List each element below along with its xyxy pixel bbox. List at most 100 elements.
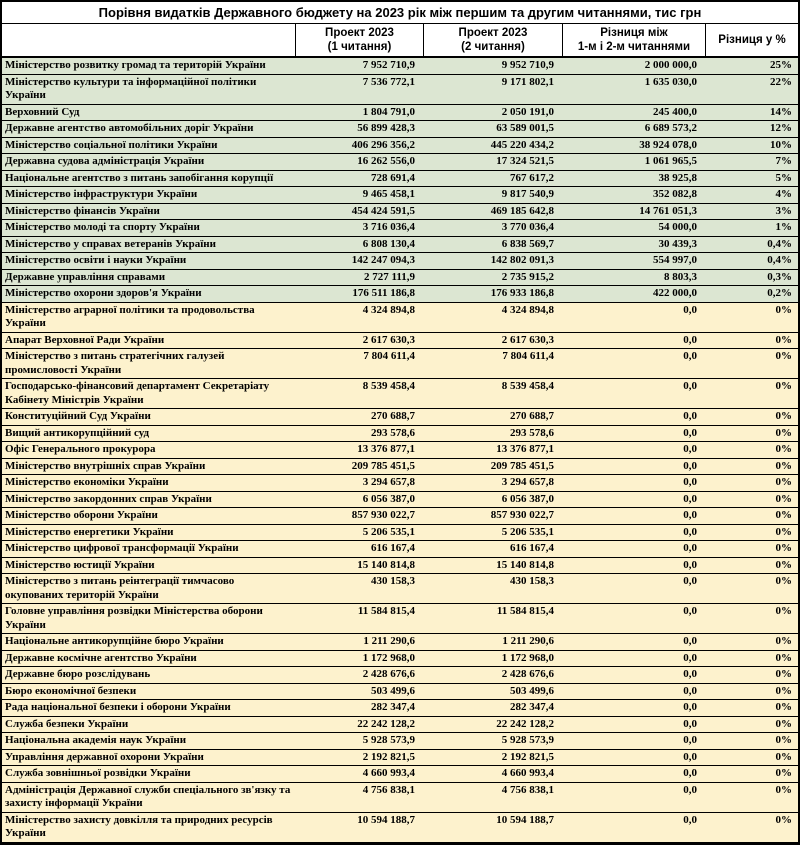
reading2-value-cell: 22 242 128,2 [496, 717, 554, 730]
ministry-name-cell: Міністерство освіти і науки України [5, 254, 187, 266]
table-row: Міністерство інфраструктури України 9 465… [2, 187, 798, 204]
reading1-value-cell: 2 428 676,6 [362, 668, 415, 680]
difference-value-cell: 0,0 [683, 492, 697, 505]
reading1-value-cell: 616 167,4 [371, 542, 415, 554]
table-row: Міністерство закордонних справ України 6 … [2, 491, 798, 508]
percent-value-cell: 0% [775, 717, 793, 730]
table-row: Національне агентство з питань запобіган… [2, 170, 798, 187]
difference-value-cell: 245 400,0 [653, 105, 697, 118]
reading1-value-cell: 22 242 128,2 [357, 717, 415, 730]
percent-value-cell: 14% [770, 105, 792, 118]
percent-value-cell: 1% [775, 221, 793, 233]
table-row: Міністерство з питань стратегічних галуз… [2, 349, 798, 379]
percent-value-cell: 0% [775, 459, 793, 472]
reading2-value-cell: 10 594 188,7 [496, 813, 554, 826]
reading2-value-cell: 4 660 993,4 [501, 767, 554, 779]
reading2-value-cell: 616 167,4 [510, 542, 554, 554]
percent-value-cell: 0% [775, 813, 793, 826]
reading1-value-cell: 7 952 710,9 [362, 59, 415, 71]
reading1-value-cell: 2 727 111,9 [363, 270, 415, 283]
table-row: Національне антикорупційне бюро України 1… [2, 634, 798, 651]
percent-value-cell: 0% [775, 734, 793, 746]
percent-value-cell: 0% [775, 426, 793, 439]
difference-value-cell: 0,0 [683, 443, 697, 455]
reading2-value-cell: 293 578,6 [510, 426, 554, 439]
table-row: Вищий антикорупційний суд 293 578,6 293 57… [2, 425, 798, 442]
table-header: Проект 2023 (1 читання) Проект 2023 (2 ч… [2, 24, 798, 58]
percent-value-cell: 0% [775, 651, 793, 664]
difference-value-cell: 0,0 [683, 476, 697, 488]
ministry-name-cell: Державна судова адміністрація України [5, 155, 205, 167]
ministry-name-cell: Державне управління справами [5, 270, 166, 283]
difference-value-cell: 0,0 [683, 651, 697, 664]
reading2-value-cell: 142 802 091,3 [490, 254, 554, 266]
reading1-value-cell: 176 511 186,8 [352, 287, 415, 299]
reading2-value-cell: 1 172 968,0 [501, 651, 554, 664]
table-row: Конституційний Суд України 270 688,7 270 6… [2, 409, 798, 426]
reading2-value-cell: 5 928 573,9 [501, 734, 554, 746]
difference-value-cell: 0,0 [683, 410, 697, 422]
percent-value-cell: 7% [775, 155, 793, 167]
percent-value-cell: 0% [775, 492, 793, 505]
reading1-value-cell: 9 465 458,1 [362, 188, 415, 200]
ministry-name-cell: Державне бюро розслідувань [5, 668, 151, 680]
percent-value-cell: 25% [770, 59, 792, 71]
reading2-value-cell: 4 756 838,1 [501, 783, 554, 796]
reading2-value-cell: 9 817 540,9 [501, 188, 554, 200]
reading1-value-cell: 2 192 821,5 [362, 750, 415, 763]
difference-value-cell: 352 082,8 [653, 188, 697, 200]
table-row: Міністерство розвитку громад та територі… [2, 58, 798, 75]
table-body: Міністерство розвитку громад та територі… [2, 58, 798, 843]
reading2-value-cell: 176 933 186,8 [490, 287, 554, 299]
reading1-value-cell: 293 578,6 [371, 426, 415, 439]
table-row: Міністерство юстиції України 15 140 814,8… [2, 557, 798, 574]
ministry-name-cell: Державне агентство автомобільних доріг У… [5, 122, 254, 134]
ministry-name-cell: Міністерство внутрішніх справ України [5, 459, 206, 472]
difference-value-cell: 0,0 [683, 635, 697, 647]
table-row: Міністерство фінансів України 454 424 591… [2, 203, 798, 220]
reading1-value-cell: 4 324 894,8 [362, 303, 415, 316]
reading2-value-cell: 1 211 290,6 [502, 635, 554, 647]
table-row: Міністерство захисту довкілля та природн… [2, 812, 798, 843]
reading1-value-cell: 454 424 591,5 [351, 204, 415, 217]
percent-value-cell: 5% [775, 171, 793, 184]
table-row: Державне агентство автомобільних доріг У… [2, 121, 798, 138]
reading1-value-cell: 5 928 573,9 [362, 734, 415, 746]
difference-value-cell: 0,0 [683, 575, 697, 587]
ministry-name-cell: Національне антикорупційне бюро України [5, 635, 224, 647]
header-reading1-column: Проект 2023 (1 читання) [295, 24, 423, 56]
table-row: Міністерство цифрової трансформації Укра… [2, 541, 798, 558]
ministry-name-cell: Міністерство з питань стратегічних галуз… [5, 350, 225, 376]
reading2-value-cell: 2 050 191,0 [501, 105, 554, 118]
ministry-name-cell: Міністерство соціальної політики України [5, 138, 218, 151]
table-row: Міністерство освіти і науки України 142 2… [2, 253, 798, 270]
percent-value-cell: 0% [775, 350, 793, 362]
difference-value-cell: 0,0 [683, 303, 697, 316]
table-row: Державне бюро розслідувань 2 428 676,6 2 4… [2, 667, 798, 684]
reading1-value-cell: 1 804 791,0 [362, 105, 415, 118]
percent-value-cell: 0% [775, 750, 793, 763]
percent-value-cell: 4% [775, 188, 793, 200]
difference-value-cell: 2 000 000,0 [644, 59, 697, 71]
table-row: Офіс Генерального прокурора 13 376 877,1 1… [2, 442, 798, 459]
ministry-name-cell: Конституційний Суд України [5, 410, 151, 422]
difference-value-cell: 0,0 [683, 542, 697, 554]
reading1-value-cell: 15 140 814,8 [357, 558, 415, 571]
difference-value-cell: 1 635 030,0 [644, 75, 697, 88]
difference-value-cell: 6 689 573,2 [644, 122, 697, 134]
reading1-value-cell: 6 056 387,0 [362, 492, 415, 505]
reading2-value-cell: 13 376 877,1 [496, 443, 554, 455]
reading1-value-cell: 11 584 815,4 [357, 605, 415, 617]
reading1-value-cell: 270 688,7 [371, 410, 415, 422]
ministry-name-cell: Національне агентство з питань запобіган… [5, 171, 274, 184]
ministry-name-cell: Господарсько-фінансовий департамент Секр… [5, 380, 270, 406]
ministry-name-cell: Міністерство з питань реінтеграції тимча… [5, 575, 235, 601]
percent-value-cell: 0% [775, 542, 793, 554]
reading2-value-cell: 469 185 642,8 [490, 204, 554, 217]
ministry-name-cell: Управління державної охорони України [5, 750, 204, 763]
ministry-name-cell: Міністерство інфраструктури України [5, 188, 198, 200]
percent-value-cell: 10% [770, 138, 792, 151]
reading2-value-cell: 767 617,2 [510, 171, 554, 184]
ministry-name-cell: Головне управління розвідки Міністерства… [5, 605, 263, 631]
difference-value-cell: 0,0 [683, 717, 697, 730]
